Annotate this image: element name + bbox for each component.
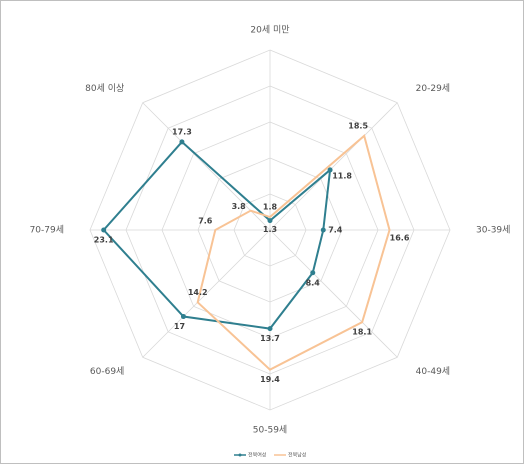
data-label: 1.8 — [263, 203, 278, 212]
data-label: 17.3 — [172, 127, 192, 136]
point — [101, 227, 107, 233]
data-label: 23.1 — [94, 236, 114, 245]
data-label: 18.5 — [348, 121, 368, 130]
series-line — [196, 134, 391, 371]
data-label: 8.4 — [306, 278, 321, 287]
spoke — [142, 229, 271, 358]
spoke — [142, 102, 271, 231]
data-label: 18.1 — [352, 328, 372, 337]
legend-label: 전북남성 — [288, 452, 306, 459]
data-label: 14.2 — [188, 288, 208, 297]
data-label: 7.6 — [198, 217, 213, 226]
data-label: 1.3 — [263, 225, 277, 234]
point — [179, 139, 185, 145]
category-label: 60-69세 — [90, 366, 124, 377]
category-label: 80세 이상 — [85, 83, 124, 94]
legend-marker — [238, 453, 242, 457]
point — [180, 314, 186, 320]
data-label: 19.4 — [260, 375, 280, 384]
point — [310, 270, 316, 276]
data-label: 17 — [174, 322, 185, 331]
data-label: 16.6 — [390, 234, 410, 243]
category-label: 20세 미만 — [250, 25, 289, 36]
spoke — [269, 229, 398, 358]
point — [320, 227, 326, 233]
data-label: 11.8 — [332, 171, 352, 180]
category-label: 30-39세 — [476, 225, 510, 236]
point — [267, 218, 273, 224]
category-label: 50-59세 — [253, 425, 287, 436]
point — [267, 326, 273, 332]
data-label: 3.8 — [232, 202, 247, 211]
point — [327, 167, 333, 173]
category-label: 70-79세 — [30, 225, 64, 236]
data-label: 7.4 — [328, 226, 343, 235]
data-label: 13.7 — [260, 334, 280, 343]
spoke — [269, 102, 398, 231]
legend-label: 전북여성 — [248, 452, 266, 459]
category-label: 20-29세 — [416, 83, 450, 94]
category-label: 40-49세 — [416, 366, 450, 377]
